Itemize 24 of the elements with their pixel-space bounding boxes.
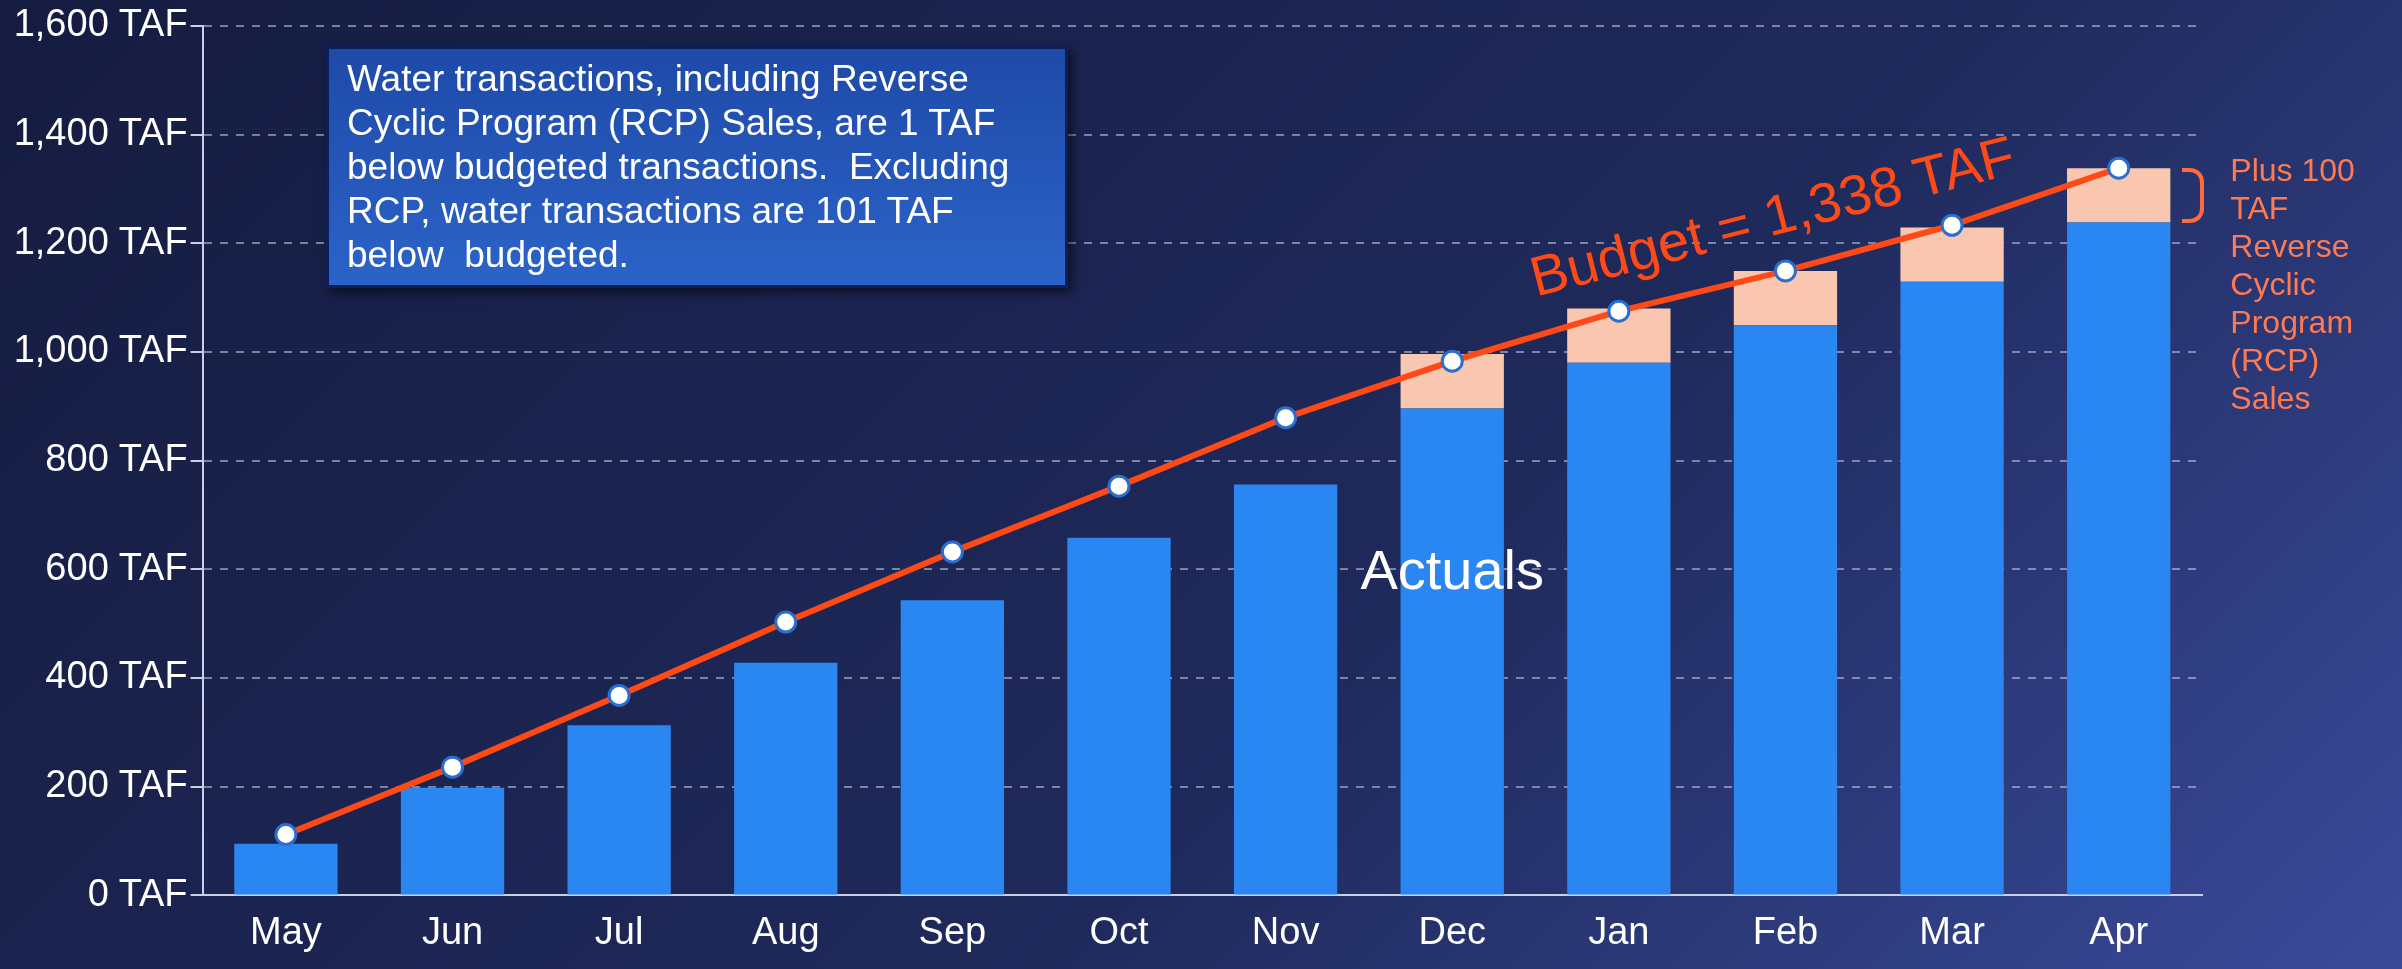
- x-tick-label: Dec: [1418, 909, 1487, 952]
- x-tick-label: Nov: [1251, 909, 1320, 952]
- x-tick-label: Jan: [1588, 909, 1650, 952]
- y-tick-label: 0 TAF: [87, 871, 188, 914]
- x-tick-label: Jul: [594, 909, 644, 952]
- series-label: Plus 100 TAF Reverse Cyclic Program (RCP) Sales: [2230, 152, 2355, 417]
- y-tick-label: 1,400 TAF: [13, 110, 188, 153]
- y-tick-label: 1,200 TAF: [13, 219, 188, 262]
- y-tick-label: 1,000 TAF: [13, 328, 188, 371]
- text: Budget = 1,338 TAF: [1523, 123, 2021, 309]
- x-tick-label: Jun: [421, 909, 484, 952]
- x-tick-label: Aug: [751, 909, 820, 952]
- x-tick-label: May: [250, 909, 322, 952]
- y-tick-label: 800 TAF: [45, 437, 188, 480]
- x-tick-label: Feb: [1752, 909, 1819, 952]
- x-tick-label: Oct: [1089, 909, 1149, 952]
- y-tick-label: 600 TAF: [45, 545, 188, 588]
- x-tick-label: Mar: [1919, 909, 1986, 952]
- y-tick-label: 1,600 TAF: [13, 2, 188, 45]
- x-tick-label: Apr: [2089, 909, 2149, 952]
- y-tick-label: 400 TAF: [45, 654, 188, 697]
- y-tick-label: 200 TAF: [45, 763, 188, 806]
- x-tick-label: Sep: [918, 909, 987, 952]
- annotation: Water transactions, including Reverse Cyclic Program (RCP) Sales, are 1 TAF below budgeted transactions. Excluding RCP, water transactions are 101 TAF below budgeted.: [326, 46, 1068, 288]
